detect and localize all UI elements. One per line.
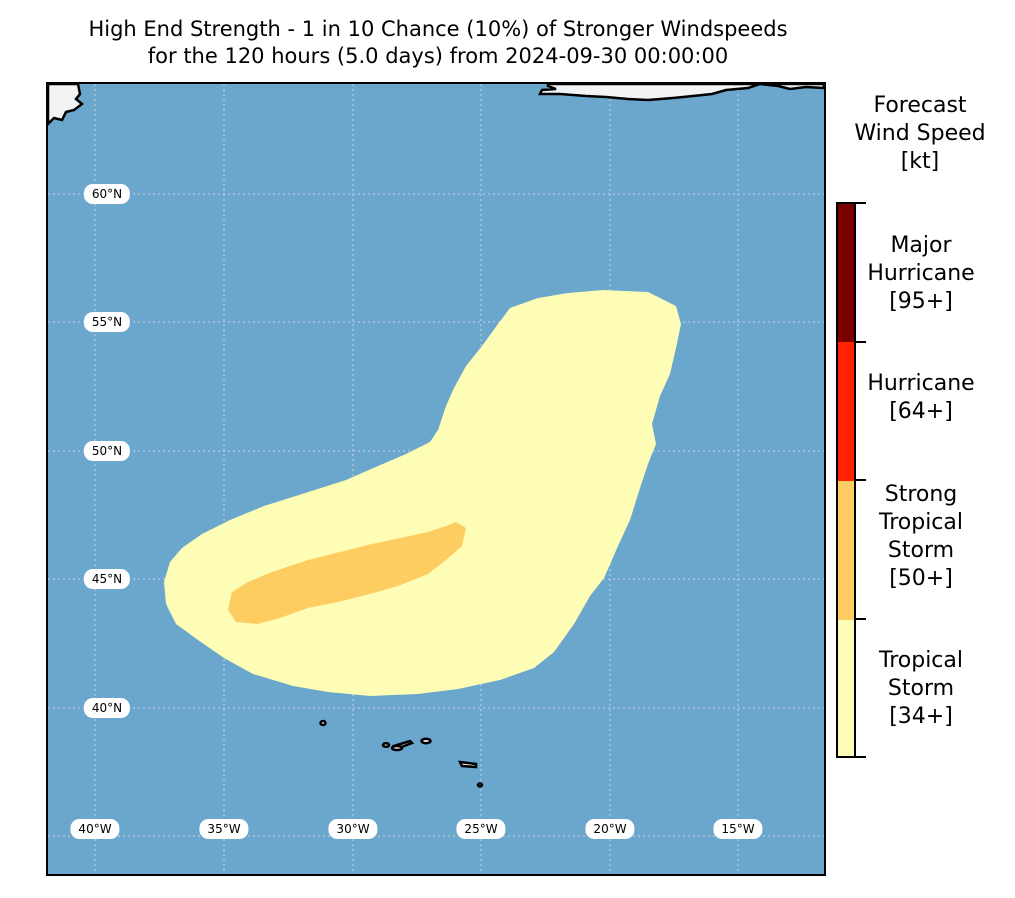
island-pico (390, 744, 404, 752)
legend-category-line: [95+] (889, 289, 953, 314)
chart-title: High End Strength - 1 in 10 Chance (10%)… (0, 16, 876, 70)
legend-category-tropical-storm: Tropical Storm [34+] (840, 647, 1002, 731)
legend-title-line: [kt] (900, 149, 940, 174)
islands-azores (319, 719, 484, 788)
legend-category-line: Hurricane (867, 371, 975, 396)
colorbar-tick (856, 341, 866, 343)
legend-category-strong-tropical-storm: Strong Tropical Storm [50+] (840, 481, 1002, 593)
legend-category-hurricane: Hurricane [64+] (840, 370, 1002, 426)
island-graciosa (381, 741, 391, 749)
colorbar-tick (856, 202, 866, 204)
legend-category-line: Storm (887, 676, 955, 701)
lon-label-35w: 35°W (199, 819, 249, 839)
lon-label-20w: 20°W (585, 819, 635, 839)
land-iceland (537, 84, 824, 102)
lon-label-30w: 30°W (328, 819, 378, 839)
lon-label-15w: 15°W (713, 819, 763, 839)
colorbar-hurricane (838, 342, 854, 481)
swath-tropical-storm (164, 290, 681, 696)
legend-title-line: Forecast (873, 93, 967, 118)
lat-label-45: 45°N (83, 569, 131, 589)
legend-category-line: Hurricane (867, 261, 975, 286)
map-canvas (48, 84, 824, 874)
lon-label-25w: 25°W (456, 819, 506, 839)
legend-category-line: Tropical (879, 510, 963, 535)
legend-category-line: Major (890, 233, 952, 258)
legend-category-line: [64+] (889, 399, 953, 424)
colorbar-major-hurricane (838, 204, 854, 342)
map-panel: 60°N 55°N 50°N 45°N 40°N 40°W 35°W 30°W … (46, 82, 826, 876)
legend-category-line: Strong (884, 482, 958, 507)
island-santa-maria (476, 782, 484, 788)
legend-category-line: Tropical (879, 648, 963, 673)
colorbar-tick (856, 618, 866, 620)
island-corvo (319, 719, 327, 727)
colorbar-tick (856, 479, 866, 481)
lat-label-60: 60°N (83, 184, 131, 204)
title-line-1: High End Strength - 1 in 10 Chance (10%)… (88, 17, 788, 41)
legend-category-major-hurricane: Major Hurricane [95+] (840, 232, 1002, 316)
colorbar-tick (856, 756, 866, 758)
lat-label-55: 55°N (83, 312, 131, 332)
lat-label-50: 50°N (83, 441, 131, 461)
colorbar (836, 202, 856, 758)
island-terceira (420, 737, 432, 745)
swath-strong-tropical-storm (228, 522, 466, 624)
legend-title: Forecast Wind Speed [kt] (835, 92, 1005, 176)
colorbar-tropical-storm (838, 620, 854, 756)
legend-category-line: [50+] (889, 566, 953, 591)
legend-title-line: Wind Speed (854, 121, 986, 146)
title-line-2: for the 120 hours (5.0 days) from 2024-0… (147, 44, 729, 68)
island-sao-miguel (457, 760, 478, 769)
legend-category-line: [34+] (889, 704, 953, 729)
land-greenland (48, 84, 85, 126)
lat-label-40: 40°N (83, 698, 131, 718)
legend-category-line: Storm (887, 538, 955, 563)
lon-label-40w: 40°W (70, 819, 120, 839)
colorbar-strong-tropical-storm (838, 481, 854, 620)
